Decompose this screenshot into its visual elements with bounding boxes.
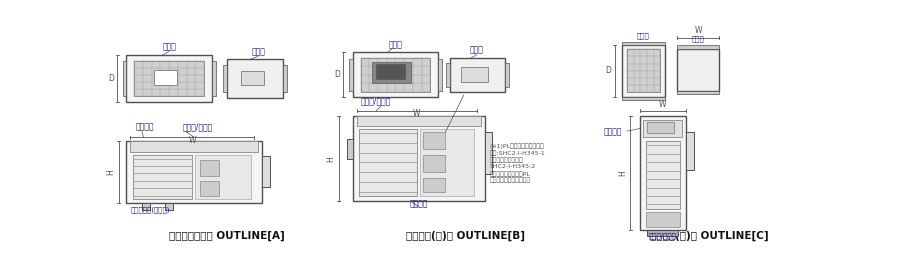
Text: 壁面取付(縦)用 OUTLINE[C]: 壁面取付(縦)用 OUTLINE[C] [650,231,769,241]
Bar [446,63,450,87]
Text: ヒーター: ヒーター [410,200,427,209]
Bar [166,203,173,210]
Bar [623,42,665,45]
Bar [200,181,220,196]
Text: 品番:SHC2-I-H345-1: 品番:SHC2-I-H345-1 [490,150,545,156]
Text: D: D [335,70,340,79]
Bar [361,58,430,92]
Text: H: H [618,170,627,176]
Bar [349,59,353,91]
Bar [623,97,665,100]
Bar [142,203,149,210]
Text: H: H [106,169,115,175]
Bar [353,116,484,201]
Text: 遮熱板: 遮熱板 [691,36,704,42]
Text: 放熱板: 放熱板 [162,43,176,52]
Bar [677,91,719,94]
Text: W: W [659,100,667,108]
Text: 放熱板: 放熱板 [389,40,402,49]
Text: W: W [694,26,702,35]
Text: H: H [327,156,336,161]
Bar [283,65,287,92]
Bar [623,45,665,97]
Bar [450,58,506,92]
Bar [645,212,680,227]
Bar [154,70,176,86]
Bar [241,71,265,85]
Bar [130,141,258,152]
Text: 放熱板/遮熱板: 放熱板/遮熱板 [182,123,212,132]
Text: 遮熱板: 遮熱板 [251,47,266,56]
Bar [423,155,445,172]
Bar [647,230,679,237]
Bar [356,116,481,126]
Text: D: D [108,74,114,83]
Bar [506,63,509,87]
Bar [195,155,251,200]
Text: W: W [189,136,196,145]
Bar [376,64,405,79]
Text: 正面の場合、品番：: 正面の場合、品番： [490,157,524,163]
Text: SHC2-I-H345-2: SHC2-I-H345-2 [490,164,536,169]
Text: W: W [413,108,420,118]
Bar [134,61,204,96]
Bar [461,67,489,83]
Bar [353,52,438,97]
Text: 放熱板/遮熱板: 放熱板/遮熱板 [649,233,677,240]
Bar [420,129,474,196]
Text: 銘板は上面となります。: 銘板は上面となります。 [490,178,531,184]
Bar [677,46,719,49]
Bar [627,49,661,92]
Bar [644,120,682,137]
Bar [212,61,216,96]
Bar [423,178,445,192]
Bar [223,65,227,92]
Bar [647,123,674,133]
Bar [200,160,220,176]
Bar [423,132,445,148]
Text: 放熱板/遮熱板: 放熱板/遮熱板 [361,97,391,105]
Text: ヒーター: ヒーター [136,123,154,132]
Bar [346,139,353,159]
Text: 壁面取付(横)用 OUTLINE[B]: 壁面取付(横)用 OUTLINE[B] [406,231,525,241]
Text: 水平位置取付用 OUTLINE[A]: 水平位置取付用 OUTLINE[A] [169,231,285,241]
Text: 遮熱板: 遮熱板 [470,46,483,55]
Text: ヒーター: ヒーター [604,127,623,136]
Text: 放熱板: 放熱板 [637,32,650,39]
Bar [677,49,719,91]
Bar [372,62,411,83]
Bar [640,116,686,230]
Bar [227,59,283,98]
Bar [126,55,212,102]
Text: D: D [606,66,612,75]
Bar [645,141,680,209]
Text: 絶縁ポスト(付属品): 絶縁ポスト(付属品) [130,207,170,213]
Bar [484,132,492,174]
Bar [262,156,270,187]
Bar [122,61,126,96]
Text: (※1)PL銘板が上面の場合、: (※1)PL銘板が上面の場合、 [490,143,544,149]
Bar [359,129,417,196]
Bar [686,132,694,170]
Bar [126,141,262,203]
Text: その他品番の場合、PL: その他品番の場合、PL [490,171,531,177]
Bar [438,59,442,91]
Bar [132,155,193,200]
